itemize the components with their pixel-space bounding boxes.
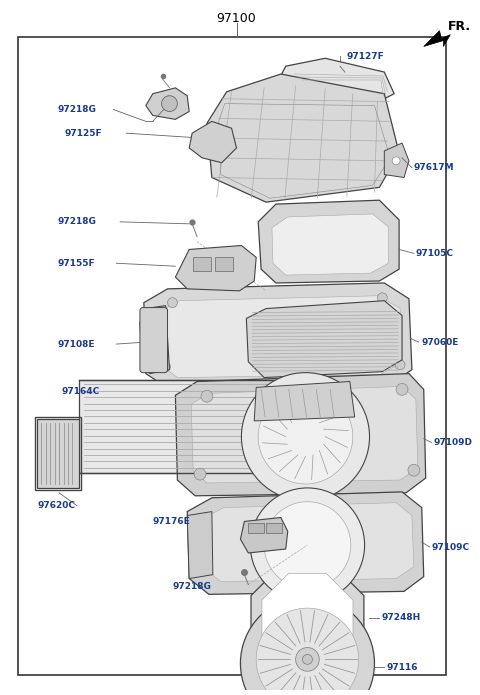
- Text: 97105C: 97105C: [416, 249, 454, 258]
- Polygon shape: [146, 88, 189, 120]
- Circle shape: [250, 488, 365, 603]
- Circle shape: [395, 360, 405, 370]
- Circle shape: [161, 362, 170, 372]
- Bar: [79, 379, 286, 473]
- Text: 97100: 97100: [216, 13, 256, 25]
- Text: 97108E: 97108E: [57, 340, 95, 349]
- Circle shape: [392, 157, 400, 165]
- Circle shape: [240, 596, 374, 695]
- Text: 97125F: 97125F: [64, 129, 102, 138]
- Text: 97218G: 97218G: [172, 582, 211, 591]
- Circle shape: [408, 464, 420, 476]
- Text: 97218G: 97218G: [57, 218, 96, 227]
- Polygon shape: [424, 31, 450, 47]
- Circle shape: [241, 373, 370, 500]
- Bar: [266, 523, 282, 533]
- Circle shape: [201, 391, 213, 402]
- Polygon shape: [240, 518, 288, 553]
- Circle shape: [256, 608, 359, 695]
- FancyBboxPatch shape: [140, 308, 168, 373]
- Circle shape: [396, 384, 408, 395]
- Circle shape: [168, 297, 178, 308]
- Polygon shape: [246, 301, 402, 377]
- Text: 97116: 97116: [386, 663, 418, 672]
- Bar: [36, 417, 81, 490]
- Circle shape: [264, 502, 351, 589]
- Polygon shape: [175, 374, 426, 496]
- Polygon shape: [144, 283, 412, 389]
- Polygon shape: [191, 386, 418, 483]
- Bar: [37, 419, 79, 488]
- Circle shape: [296, 648, 319, 671]
- Polygon shape: [262, 573, 353, 664]
- Polygon shape: [254, 382, 355, 421]
- Polygon shape: [272, 214, 388, 275]
- Polygon shape: [251, 562, 364, 676]
- Polygon shape: [187, 512, 213, 578]
- Circle shape: [377, 293, 387, 302]
- Text: 97060E: 97060E: [422, 338, 459, 347]
- Text: 97109C: 97109C: [432, 543, 470, 552]
- Circle shape: [162, 96, 178, 111]
- Polygon shape: [258, 200, 399, 283]
- Polygon shape: [207, 74, 399, 202]
- Text: 97176E: 97176E: [153, 517, 191, 526]
- Polygon shape: [140, 306, 169, 374]
- Polygon shape: [189, 122, 237, 163]
- Polygon shape: [274, 58, 394, 108]
- Polygon shape: [175, 245, 256, 291]
- Text: 97109D: 97109D: [433, 438, 473, 447]
- Text: 97164C: 97164C: [61, 387, 99, 396]
- Text: 97620C: 97620C: [37, 501, 75, 510]
- Text: 97127F: 97127F: [347, 52, 384, 60]
- Text: 97218G: 97218G: [57, 105, 96, 114]
- Circle shape: [194, 468, 206, 480]
- Circle shape: [302, 655, 312, 664]
- Circle shape: [258, 389, 353, 484]
- Polygon shape: [157, 296, 402, 377]
- Text: FR.: FR.: [448, 20, 471, 33]
- Bar: [193, 257, 211, 271]
- Polygon shape: [203, 502, 414, 582]
- Polygon shape: [187, 492, 424, 594]
- Text: 97155F: 97155F: [57, 259, 95, 268]
- Text: 97617M: 97617M: [414, 163, 455, 172]
- Text: 97248H: 97248H: [381, 614, 420, 623]
- Bar: [215, 257, 232, 271]
- Polygon shape: [384, 143, 409, 177]
- Bar: [248, 523, 264, 533]
